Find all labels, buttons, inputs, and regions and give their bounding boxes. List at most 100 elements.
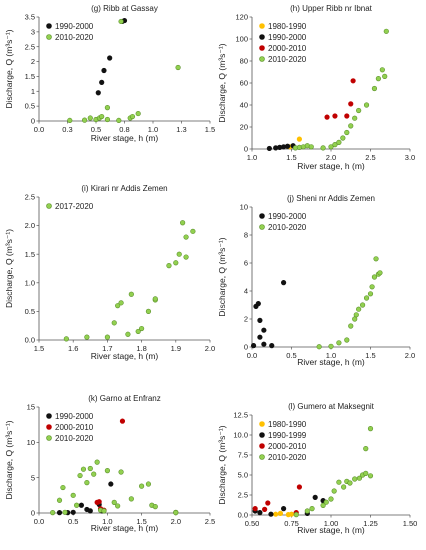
data-point xyxy=(87,115,93,121)
data-point xyxy=(304,508,310,514)
data-point xyxy=(309,506,315,512)
x-tick-label: 0.8 xyxy=(119,125,129,134)
data-point xyxy=(87,465,93,472)
data-point xyxy=(60,484,66,491)
legend-label: 1980-1990 xyxy=(268,420,307,429)
data-point xyxy=(152,504,158,510)
y-tick-label: 15 xyxy=(27,403,35,412)
y-tick-label: 2.0 xyxy=(25,221,35,230)
data-point xyxy=(116,117,122,124)
x-tick-label: 1.00 xyxy=(324,519,339,528)
y-tick-label: 1.0 xyxy=(25,278,35,287)
data-point xyxy=(277,510,284,517)
data-point xyxy=(80,466,87,472)
x-tick-label: 1.0 xyxy=(148,125,158,134)
data-point xyxy=(284,143,291,149)
y-tick-label: 0 xyxy=(244,145,248,154)
data-point xyxy=(373,256,379,262)
data-point xyxy=(84,480,90,486)
x-tick-label: 1.5 xyxy=(286,153,296,162)
data-point xyxy=(265,500,271,506)
x-axis-label: River stage, h (m) xyxy=(297,357,365,367)
legend-label: 1980-1990 xyxy=(268,22,307,31)
data-point xyxy=(356,107,362,114)
data-point xyxy=(101,508,107,514)
x-axis-label: River stage, h (m) xyxy=(91,523,159,533)
x-tick-label: 0.5 xyxy=(91,125,101,134)
x-tick-label: 1.8 xyxy=(136,344,146,353)
data-point xyxy=(328,144,334,150)
data-point xyxy=(67,117,73,124)
data-point xyxy=(152,296,158,302)
legend-marker xyxy=(46,413,52,419)
y-tick-label: 0 xyxy=(244,343,248,352)
data-point xyxy=(341,484,347,490)
data-point xyxy=(166,263,172,269)
data-point xyxy=(99,113,105,120)
data-point xyxy=(328,496,334,502)
panel-2: 1.0 1.5 2.0 2.5 3.0 0 20 40 60 80 100 120 (h) Upper … xyxy=(217,4,415,171)
x-axis-label: River stage, h (m) xyxy=(91,133,159,143)
data-point xyxy=(94,459,100,465)
y-tick-label: 120 xyxy=(235,13,248,22)
data-point xyxy=(107,55,113,61)
data-point xyxy=(316,344,322,350)
y-tick-label: 5 xyxy=(31,473,35,482)
data-point xyxy=(70,492,76,498)
data-point xyxy=(173,510,179,516)
x-tick-label: 0.5 xyxy=(286,351,296,360)
data-point xyxy=(139,325,145,332)
data-point xyxy=(375,75,382,82)
data-point xyxy=(111,499,117,506)
legend-marker xyxy=(46,424,52,430)
y-tick-label: 1.5 xyxy=(25,72,35,81)
x-tick-label: 1.50 xyxy=(403,519,418,528)
data-point xyxy=(308,144,314,150)
x-tick-label: 1.7 xyxy=(102,344,112,353)
data-point xyxy=(96,499,102,505)
data-point xyxy=(348,323,354,329)
x-tick-label: 0.0 xyxy=(34,517,44,526)
x-tick-label: 2.0 xyxy=(405,351,415,360)
panel-5: 0.0 0.5 1.0 1.5 2.0 2.5 0 5 10 15 (k) Garno at Enf… xyxy=(4,394,215,533)
legend-marker xyxy=(259,432,265,438)
x-tick-label: 1.5 xyxy=(34,344,44,353)
y-tick-label: 6 xyxy=(244,259,248,268)
data-point xyxy=(269,343,275,349)
data-point xyxy=(344,129,350,136)
y-tick-label: 0 xyxy=(31,117,35,126)
legend-label: 1990-2000 xyxy=(268,33,307,42)
y-tick-label: 2.5 xyxy=(25,42,35,51)
data-point xyxy=(360,302,366,308)
data-point xyxy=(344,337,350,343)
data-point xyxy=(50,510,56,516)
data-point xyxy=(353,312,359,318)
data-point xyxy=(296,484,303,490)
y-tick-label: 2.5 xyxy=(238,491,248,500)
data-point xyxy=(252,506,258,512)
data-point xyxy=(336,139,342,145)
y-tick-label: 0.5 xyxy=(25,307,35,316)
data-point xyxy=(369,284,375,290)
data-point xyxy=(135,328,141,335)
data-point xyxy=(180,220,186,226)
data-point xyxy=(176,251,182,257)
y-axis-label: Discharge, Q (m³s⁻¹) xyxy=(217,237,227,316)
legend-marker xyxy=(259,56,265,62)
legend-marker xyxy=(259,421,265,427)
data-point xyxy=(281,280,287,286)
data-point xyxy=(62,509,68,515)
legend-label: 2000-2010 xyxy=(268,442,307,451)
y-tick-label: 0 xyxy=(31,509,35,518)
data-point xyxy=(145,481,152,487)
data-point xyxy=(324,114,330,120)
data-point xyxy=(128,496,134,502)
legend-label: 2000-2010 xyxy=(268,44,307,53)
panel-title: (h) Upper Ribb nr Ibnat xyxy=(290,4,373,13)
data-point xyxy=(312,494,318,501)
x-tick-label: 0.0 xyxy=(34,125,44,134)
data-point xyxy=(84,334,90,340)
legend-label: 2010-2020 xyxy=(55,33,94,42)
y-tick-label: 2 xyxy=(244,315,248,324)
x-tick-label: 2.5 xyxy=(365,153,375,162)
